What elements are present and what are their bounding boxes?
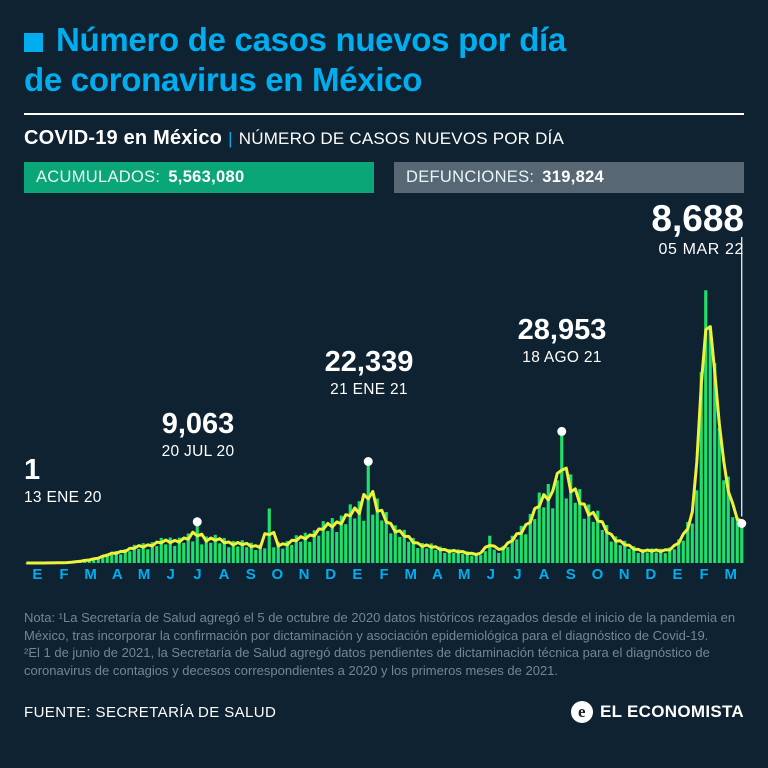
subheader-rest: NÚMERO DE CASOS NUEVOS POR DÍA (238, 129, 565, 148)
annotation-peak-jul-2020: 9,063 20 JUL 20 (130, 409, 266, 461)
footnote-line: coronavirus de contagios y decesos corre… (24, 662, 559, 678)
footnote-line: Nota: ¹La Secretaría de Salud agregó el … (24, 610, 736, 625)
annotation-date: 13 ENE 20 (24, 489, 102, 507)
annotation-value: 22,339 (324, 346, 414, 378)
month-label: A (431, 566, 443, 583)
source-text: FUENTE: SECRETARÍA DE SALUD (24, 703, 277, 721)
annotation-peak-ene-2021: 22,339 21 ENE 21 (296, 347, 442, 399)
month-label: A (218, 566, 230, 583)
title-line-2: de coronavirus en México (24, 60, 744, 100)
chart-subheader: COVID-19 en México | NÚMERO DE CASOS NUEVO… (24, 127, 744, 150)
annotation-value: 9,063 (161, 408, 235, 440)
divider-rule (24, 113, 744, 115)
month-label: E (32, 566, 43, 583)
annotation-value: 28,953 (517, 314, 607, 346)
month-label: M (84, 566, 97, 583)
title-line-1: Número de casos nuevos por día (24, 20, 744, 60)
month-label: M (404, 566, 417, 583)
month-label: F (699, 566, 709, 583)
month-label: S (565, 566, 576, 583)
month-label: F (59, 566, 69, 583)
subheader-bold: COVID-19 en México (24, 127, 223, 149)
footnote-line: ²El 1 de junio de 2021, la Secretaría de… (24, 645, 710, 660)
month-label: M (724, 566, 738, 583)
annotation-date: 21 ENE 21 (330, 381, 408, 399)
month-label: S (245, 566, 256, 583)
month-label: O (271, 566, 284, 583)
month-label: N (298, 566, 310, 583)
defunciones-badge: DEFUNCIONES: 319,824 (394, 162, 744, 193)
month-label: M (457, 566, 471, 583)
month-label: D (325, 566, 337, 583)
brand-name: EL ECONOMISTA (599, 702, 744, 721)
subheader-separator: | (228, 129, 233, 148)
el-economista-brand: e EL ECONOMISTA (570, 701, 744, 723)
annotation-first-case: 1 13 ENE 20 (24, 455, 102, 507)
page-title: Número de casos nuevos por día de corona… (24, 20, 744, 100)
acumulados-label: ACUMULADOS: (36, 168, 161, 186)
month-label: E (672, 566, 683, 583)
el-economista-logo-icon: e (570, 701, 593, 723)
month-label: J (513, 566, 522, 583)
latest-value-date: 05 MAR 22 (658, 241, 744, 258)
defunciones-value: 319,824 (542, 168, 605, 186)
month-label: A (538, 566, 550, 583)
daily-cases-chart: 1 13 ENE 20 9,063 20 JUL 20 22,339 21 EN… (24, 237, 747, 595)
footnote-line: México, tras incorporar la confirmación … (24, 627, 709, 643)
month-label: D (645, 566, 657, 583)
footer: FUENTE: SECRETARÍA DE SALUD e EL ECONOMI… (24, 701, 744, 723)
annotation-value: 1 (24, 454, 41, 486)
latest-value-headline: 8,688 05 MAR 22 (24, 199, 744, 259)
month-label: M (137, 566, 151, 583)
acumulados-badge: ACUMULADOS: 5,563,080 (24, 162, 374, 193)
cases-chart-svg (24, 237, 747, 565)
month-label: N (618, 566, 630, 583)
title-text-1: Número de casos nuevos por día (56, 21, 566, 58)
month-label: O (591, 566, 604, 583)
month-label: J (166, 566, 175, 583)
footnote: Nota: ¹La Secretaría de Salud agregó el … (24, 609, 744, 679)
title-text-2: de coronavirus en México (24, 61, 423, 98)
month-label: E (352, 566, 363, 583)
month-label: J (486, 566, 495, 583)
month-label: F (379, 566, 389, 583)
defunciones-label: DEFUNCIONES: (406, 168, 535, 186)
latest-value-number: 8,688 (651, 198, 744, 239)
acumulados-value: 5,563,080 (168, 168, 245, 186)
accent-square-icon (24, 33, 43, 52)
annotation-date: 18 AGO 21 (522, 349, 602, 367)
month-label: A (111, 566, 123, 583)
stat-badges: ACUMULADOS: 5,563,080 DEFUNCIONES: 319,8… (24, 162, 744, 193)
annotation-date: 20 JUL 20 (161, 443, 235, 461)
annotation-peak-ago-2021: 28,953 18 AGO 21 (488, 315, 636, 367)
month-label: J (193, 566, 202, 583)
